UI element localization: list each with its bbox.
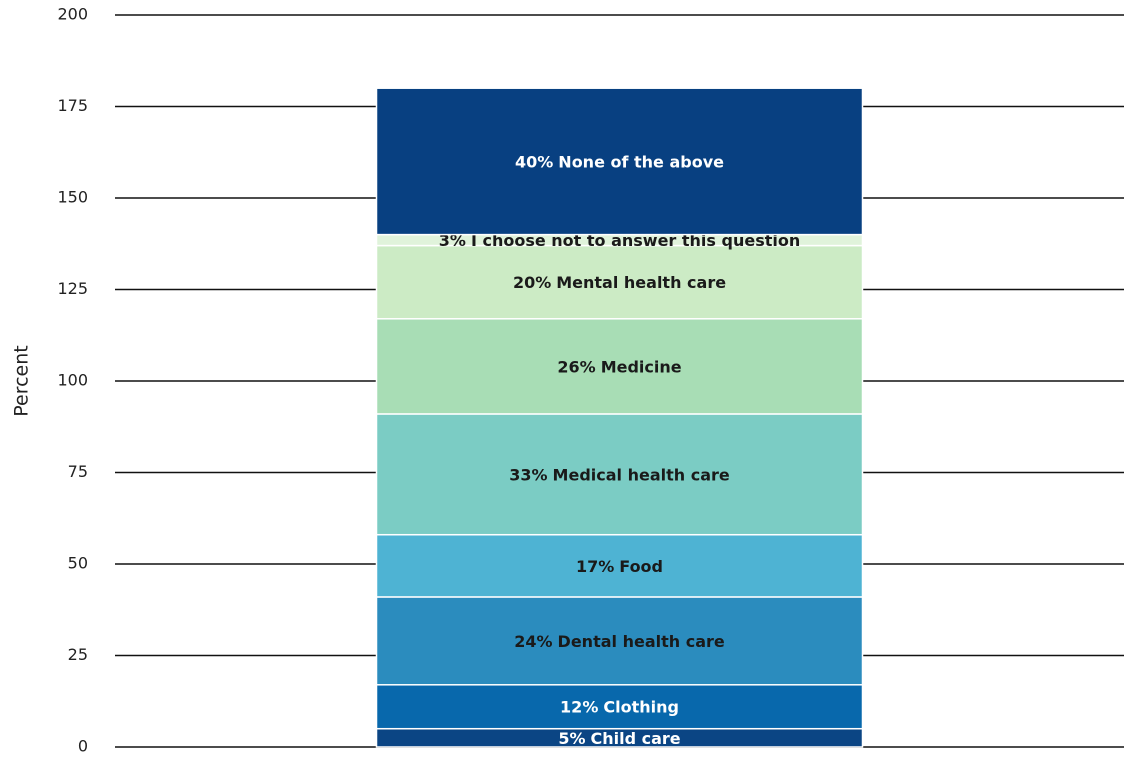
segment-name: Medicine xyxy=(601,357,682,376)
segment-value-label: 40% xyxy=(515,152,553,171)
segment-label: 33% Medical health care xyxy=(509,465,730,484)
segment-value-label: 5% xyxy=(558,728,585,747)
y-tick-label: 100 xyxy=(57,371,88,390)
segment-value-label: 26% xyxy=(557,357,595,376)
y-tick-label: 200 xyxy=(57,5,88,24)
segment-label: 12% Clothing xyxy=(560,697,679,716)
segment-name: Food xyxy=(619,556,663,575)
segment-name: Clothing xyxy=(603,697,679,716)
segment-label: 40% None of the above xyxy=(515,152,724,171)
bar-segment xyxy=(375,596,864,686)
y-tick-label: 50 xyxy=(68,554,88,573)
segment-value-label: 20% xyxy=(513,273,551,292)
y-tick-label: 25 xyxy=(68,645,88,664)
bar-segment xyxy=(375,684,864,730)
y-tick-label: 0 xyxy=(78,737,88,756)
segment-name: Dental health care xyxy=(558,631,725,650)
segment-name: Mental health care xyxy=(556,273,726,292)
y-tick-label: 175 xyxy=(57,96,88,115)
segment-value-label: 17% xyxy=(576,556,614,575)
segment-label: 26% Medicine xyxy=(557,357,681,376)
segment-label: 5% Child care xyxy=(558,728,680,747)
segment-label: 17% Food xyxy=(576,556,663,575)
segment-label: 20% Mental health care xyxy=(513,273,726,292)
y-axis-label: Percent xyxy=(11,345,33,417)
bar-segment xyxy=(375,87,864,236)
y-tick-label: 75 xyxy=(68,462,88,481)
y-tick-label: 125 xyxy=(57,279,88,298)
segment-value-label: 33% xyxy=(509,465,547,484)
segment-name: Medical health care xyxy=(553,465,730,484)
segment-name: None of the above xyxy=(558,152,724,171)
segment-label: 24% Dental health care xyxy=(514,631,725,650)
segment-value-label: 12% xyxy=(560,697,598,716)
segment-name: Child care xyxy=(591,728,681,747)
bar-segment xyxy=(375,318,864,415)
segment-value-label: 24% xyxy=(514,631,552,650)
y-tick-label: 150 xyxy=(57,188,88,207)
bar-segment xyxy=(375,244,864,320)
